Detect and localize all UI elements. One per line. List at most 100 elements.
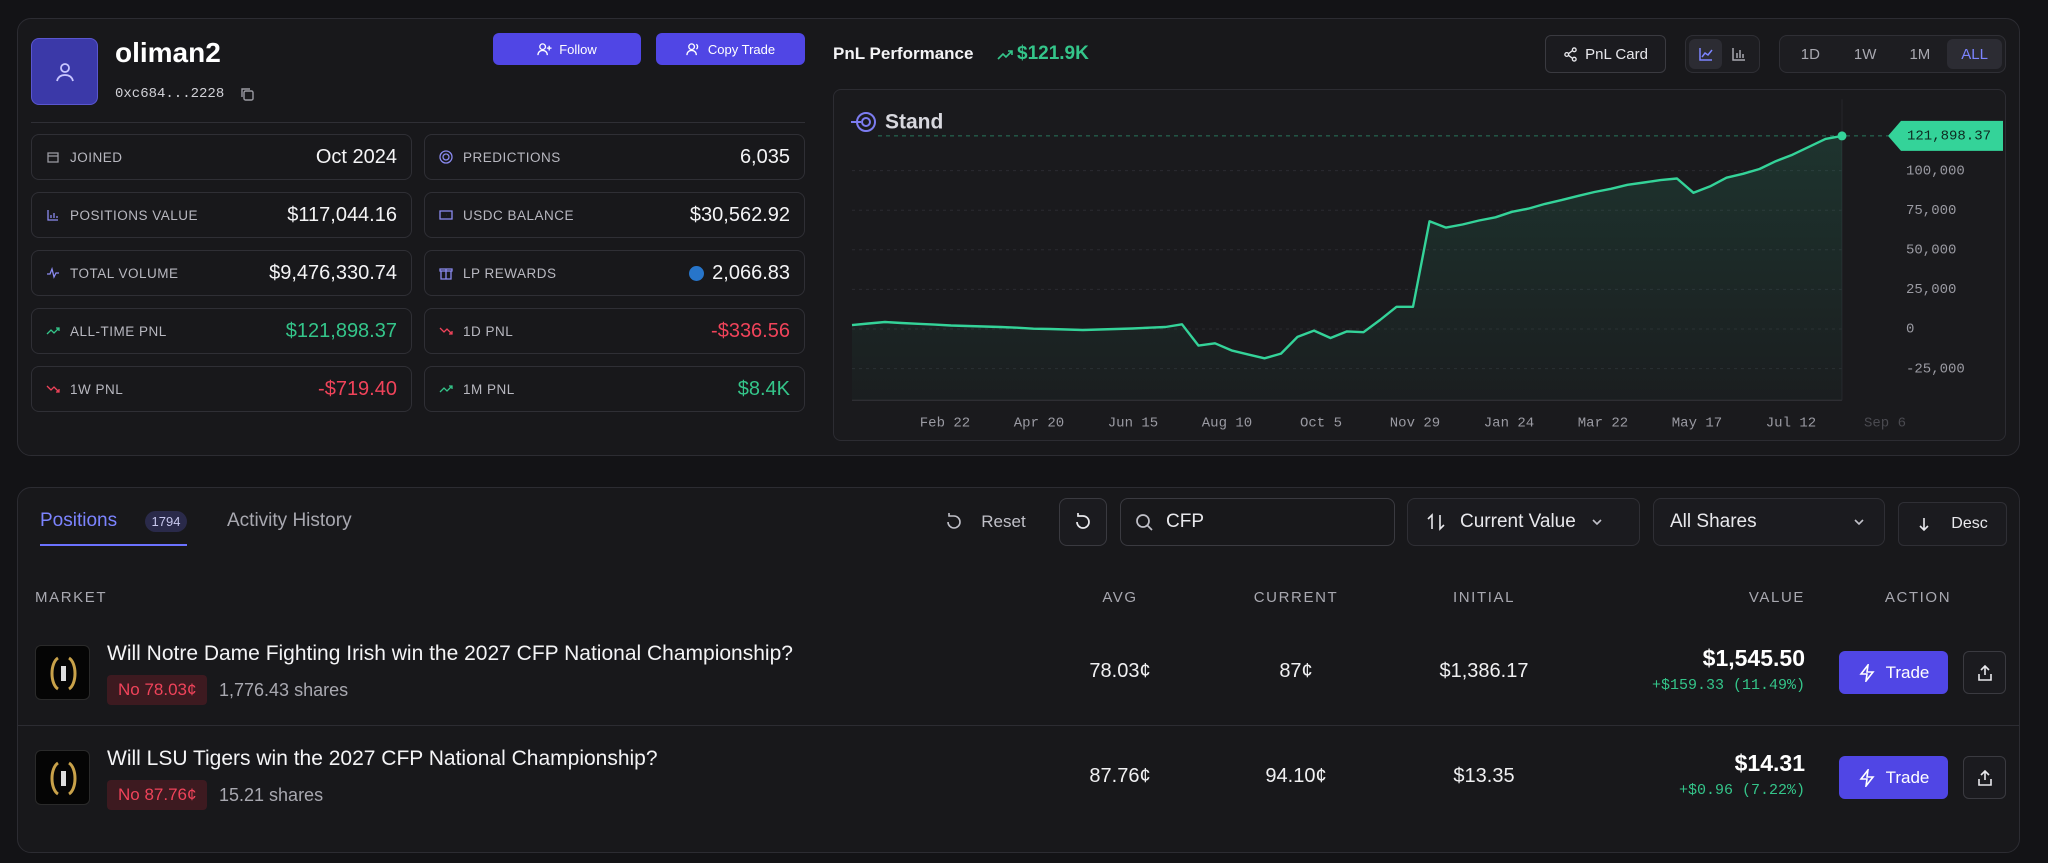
- stat-icon: [47, 210, 58, 221]
- x-tick-label: Jan 24: [1484, 416, 1534, 432]
- trade-button[interactable]: Trade: [1839, 756, 1948, 799]
- address: 0xc684...2228: [115, 86, 225, 102]
- x-tick-label: Jun 15: [1108, 416, 1158, 432]
- stat-box: ALL-TIME PNL $121,898.37: [31, 308, 412, 354]
- column-header: CURRENT: [1253, 589, 1339, 606]
- follow-label: Follow: [559, 41, 597, 57]
- bolt-icon: [1858, 663, 1875, 682]
- stat-label: POSITIONS VALUE: [70, 207, 199, 223]
- copy-trade-button[interactable]: Copy Trade: [656, 33, 805, 65]
- y-tick-label: 25,000: [1906, 282, 1956, 298]
- x-tick-label: Apr 20: [1014, 416, 1064, 432]
- refresh-button[interactable]: [1059, 498, 1107, 546]
- positions-tab[interactable]: Positions: [40, 510, 118, 531]
- x-tick-label: May 17: [1672, 416, 1722, 432]
- range-toggle: 1D 1W 1M ALL: [1779, 35, 2006, 73]
- position-change: +$159.33 (11.49%): [1651, 677, 1805, 694]
- reset-button[interactable]: Reset: [935, 502, 1035, 542]
- range-button[interactable]: ALL: [1947, 39, 2002, 69]
- stat-value: $30,562.92: [689, 203, 790, 226]
- share-button[interactable]: [1963, 756, 2006, 799]
- series-label: Stand: [885, 111, 943, 134]
- stat-label: PREDICTIONS: [463, 149, 561, 165]
- trade-label: Trade: [1885, 662, 1930, 682]
- shares: 1,776.43 shares: [219, 680, 349, 700]
- y-tick-label: 75,000: [1906, 203, 1956, 219]
- range-button[interactable]: 1M: [1909, 45, 1931, 63]
- stat-value: 6,035: [739, 145, 790, 168]
- trade-label: Trade: [1885, 767, 1930, 787]
- stat-icon: [439, 327, 453, 335]
- stat-box: 1D PNL -$336.56: [424, 308, 805, 354]
- area: [852, 135, 1842, 401]
- search-box[interactable]: CFP: [1120, 498, 1395, 546]
- share-icon: [1977, 769, 1992, 786]
- order-button[interactable]: Desc: [1898, 502, 2007, 546]
- stat-box: LP REWARDS 2,066.83: [424, 250, 805, 296]
- stat-label: TOTAL VOLUME: [70, 265, 179, 281]
- market-title[interactable]: Will LSU Tigers win the 2027 CFP Nationa…: [107, 747, 658, 770]
- market-logo: [35, 750, 90, 805]
- line-view-button[interactable]: [1689, 39, 1722, 69]
- y-tick-label: -25,000: [1906, 361, 1965, 377]
- market-title[interactable]: Will Notre Dame Fighting Irish win the 2…: [107, 642, 793, 665]
- cell-current: 87¢: [1279, 660, 1313, 682]
- share-icon: [1977, 664, 1992, 681]
- stat-icon: [47, 266, 59, 279]
- avatar-icon: [55, 62, 74, 81]
- stat-value: -$719.40: [318, 377, 397, 400]
- pnl-card-button[interactable]: PnL Card: [1545, 35, 1666, 73]
- stat-icon: [439, 150, 453, 164]
- bar-view-button[interactable]: [1722, 39, 1755, 69]
- x-tick-label: Feb 22: [920, 416, 970, 432]
- cell-initial: $13.35: [1453, 765, 1515, 787]
- last-point: [1837, 131, 1847, 141]
- copy-icon[interactable]: [239, 86, 255, 102]
- stat-label: USDC BALANCE: [463, 207, 575, 223]
- activity-tab[interactable]: Activity History: [227, 510, 352, 531]
- username: oliman2: [115, 37, 221, 68]
- y-tick-label: 50,000: [1906, 243, 1956, 259]
- stat-box: POSITIONS VALUE $117,044.16: [31, 192, 412, 238]
- usdc-icon: [689, 265, 705, 281]
- stat-value: $9,476,330.74: [269, 261, 397, 284]
- x-tick-label: Oct 5: [1300, 416, 1342, 432]
- column-header: VALUE: [1748, 589, 1805, 606]
- stat-icon: [46, 385, 60, 393]
- stat-value: $121,898.37: [285, 319, 397, 342]
- range-button[interactable]: 1D: [1800, 45, 1820, 63]
- position-change: +$0.96 (7.22%): [1678, 782, 1805, 799]
- share-button[interactable]: [1963, 651, 2006, 694]
- x-tick-label: Sep 6: [1864, 416, 1906, 432]
- stat-box: TOTAL VOLUME $9,476,330.74: [31, 250, 412, 296]
- divider: [31, 122, 805, 123]
- pnl-title: PnL Performance: [833, 44, 974, 63]
- search-text: CFP: [1166, 511, 1204, 532]
- chart-type-toggle: [1685, 35, 1760, 73]
- stat-label: 1M PNL: [463, 381, 515, 397]
- column-header: ACTION: [1884, 589, 1952, 606]
- follow-button[interactable]: Follow: [493, 33, 641, 65]
- stat-icon: [439, 385, 453, 393]
- trade-button[interactable]: Trade: [1839, 651, 1948, 694]
- pnl-chart: Stand 100,000 75,000 50,000 25,000 0 -25,000 F…: [851, 99, 2003, 432]
- sort-dropdown[interactable]: Current Value: [1407, 498, 1640, 546]
- stat-label: JOINED: [70, 149, 123, 165]
- copy-trade-label: Copy Trade: [707, 41, 776, 57]
- stand-icon: [851, 112, 876, 132]
- stat-icon: [46, 327, 60, 335]
- stat-box: USDC BALANCE $30,562.92: [424, 192, 805, 238]
- row-divider: [18, 725, 2019, 726]
- outcome-badge: No 78.03¢: [107, 675, 208, 705]
- filter-dropdown[interactable]: All Shares: [1653, 498, 1885, 546]
- y-tick-label: 100,000: [1906, 163, 1965, 179]
- order-label: Desc: [1951, 515, 1988, 532]
- cell-current: 94.10¢: [1265, 765, 1327, 787]
- cell-initial: $1,386.17: [1439, 660, 1529, 682]
- stat-label: 1W PNL: [70, 381, 124, 397]
- tab-underline: [40, 544, 187, 546]
- cell-avg: 87.76¢: [1089, 765, 1151, 787]
- range-button[interactable]: 1W: [1853, 45, 1877, 63]
- stat-value: $8.4K: [737, 377, 790, 400]
